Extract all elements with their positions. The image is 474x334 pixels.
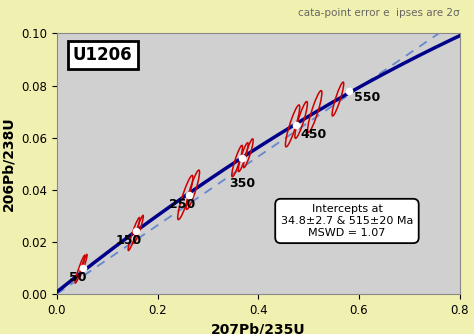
Text: 350: 350	[229, 177, 255, 190]
Text: Intercepts at
34.8±2.7 & 515±20 Ma
MSWD = 1.07: Intercepts at 34.8±2.7 & 515±20 Ma MSWD …	[281, 204, 413, 237]
Text: U1206: U1206	[73, 46, 133, 64]
Text: 50: 50	[69, 271, 86, 284]
Text: 150: 150	[116, 234, 142, 247]
X-axis label: 207Pb/235U: 207Pb/235U	[211, 322, 306, 334]
Text: 450: 450	[301, 128, 327, 141]
Y-axis label: 206Pb/238U: 206Pb/238U	[1, 116, 16, 211]
Text: 250: 250	[169, 198, 195, 211]
Text: cata-point error e  ipses are 2σ: cata-point error e ipses are 2σ	[298, 8, 460, 18]
Text: 550: 550	[354, 91, 380, 104]
